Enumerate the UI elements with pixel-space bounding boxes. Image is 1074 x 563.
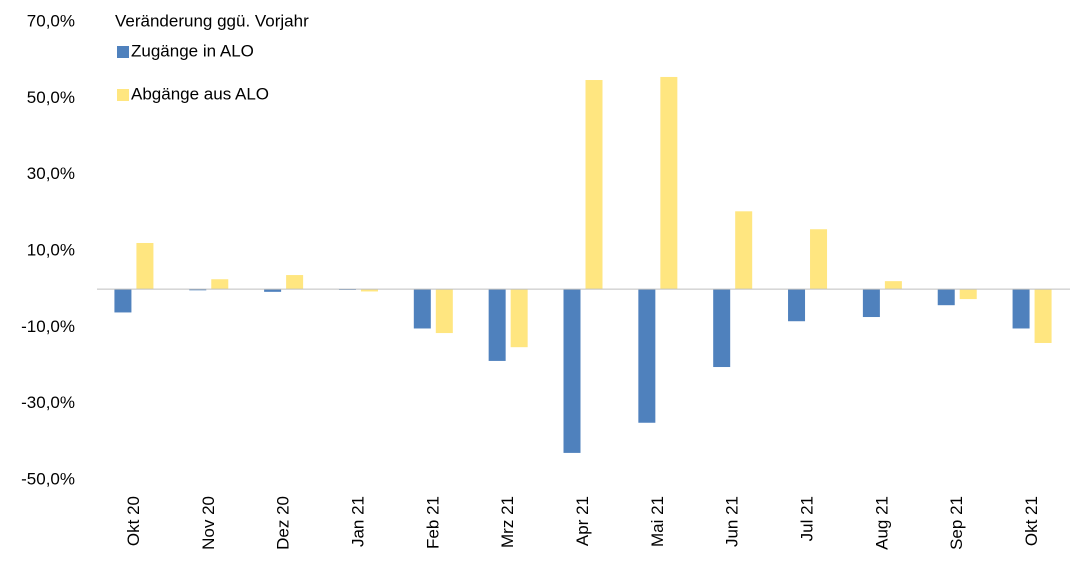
bar [114, 289, 132, 313]
bar [735, 211, 753, 290]
x-tick-label: Nov 20 [199, 496, 218, 550]
bar [510, 289, 528, 348]
x-tick-label: Jan 21 [348, 496, 367, 547]
bar [264, 289, 282, 292]
legend-swatch [117, 46, 129, 58]
bar [286, 275, 304, 290]
bar [959, 289, 977, 300]
legend-label: Abgänge aus ALO [131, 84, 269, 103]
bar [360, 289, 378, 292]
y-tick-label: -50,0% [21, 469, 75, 488]
x-tick-label: Apr 21 [573, 496, 592, 546]
bar [136, 242, 154, 290]
bar [211, 279, 229, 290]
x-tick-label: Okt 20 [124, 496, 143, 546]
bar [1034, 289, 1052, 343]
x-tick-label: Mai 21 [648, 496, 667, 547]
x-tick-label: Jul 21 [798, 496, 817, 541]
bar [189, 289, 207, 291]
y-tick-label: 10,0% [27, 240, 75, 259]
x-tick-label: Sep 21 [947, 496, 966, 550]
legend-title: Veränderung ggü. Vorjahr [115, 11, 309, 30]
bar [810, 229, 828, 290]
bar [862, 289, 880, 318]
y-tick-label: 70,0% [27, 11, 75, 30]
bar [585, 80, 603, 290]
bar [884, 281, 902, 290]
x-tick-label: Jun 21 [723, 496, 742, 547]
bar [788, 289, 806, 322]
bar [937, 289, 955, 306]
x-tick-label: Aug 21 [872, 496, 891, 550]
y-tick-label: 50,0% [27, 88, 75, 107]
y-tick-label: -30,0% [21, 393, 75, 412]
bar [563, 289, 581, 453]
legend-label: Zugänge in ALO [131, 41, 254, 60]
y-tick-label: -10,0% [21, 317, 75, 336]
bar [435, 289, 453, 334]
y-tick-label: 30,0% [27, 164, 75, 183]
x-tick-label: Dez 20 [274, 496, 293, 550]
bar [1012, 289, 1030, 329]
bar [660, 76, 678, 290]
legend-swatch [117, 89, 129, 101]
x-tick-label: Okt 21 [1022, 496, 1041, 546]
bar [413, 289, 431, 329]
bar [638, 289, 656, 423]
bar [713, 289, 731, 368]
bar [488, 289, 506, 361]
x-tick-label: Mrz 21 [498, 496, 517, 548]
x-tick-label: Feb 21 [423, 496, 442, 549]
